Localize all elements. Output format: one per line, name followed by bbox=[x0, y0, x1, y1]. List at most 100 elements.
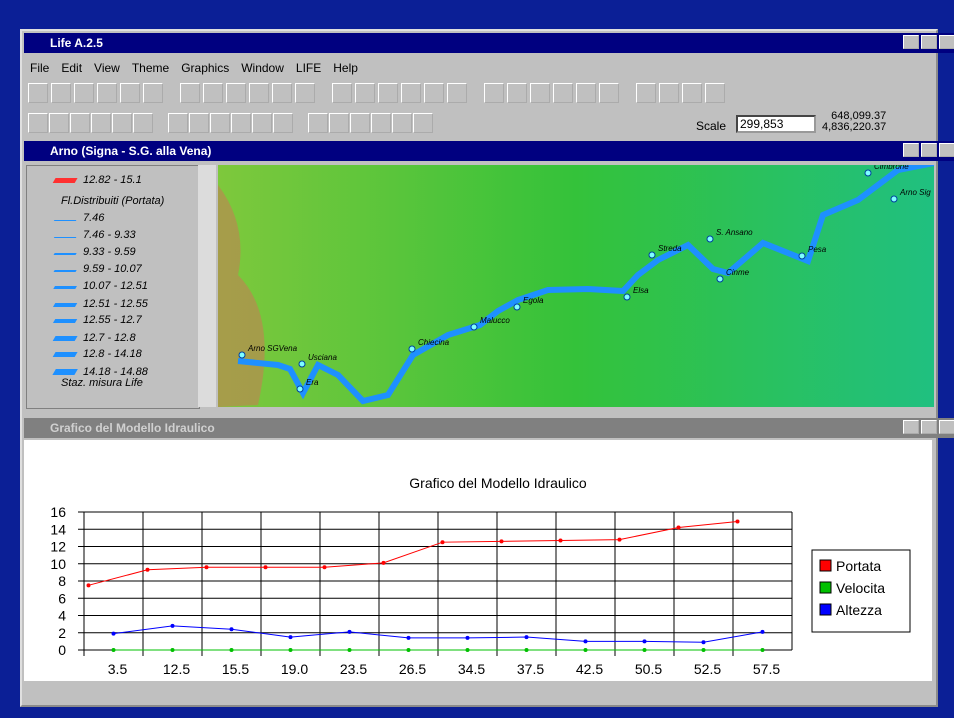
tool-button[interactable] bbox=[252, 113, 272, 133]
legend-text: 9.33 - 9.59 bbox=[83, 246, 136, 258]
tool-button[interactable] bbox=[210, 113, 230, 133]
chart: Grafico del Modello IdraulicoProgressiva… bbox=[24, 440, 932, 680]
legend-swatch bbox=[820, 582, 831, 593]
tool-button[interactable] bbox=[168, 113, 188, 133]
x-tick-label: 15.5 bbox=[222, 661, 249, 677]
legend-item: 12.55 - 12.7 bbox=[57, 309, 142, 326]
tool-button[interactable] bbox=[133, 113, 153, 133]
data-point bbox=[761, 648, 765, 652]
data-point bbox=[382, 561, 386, 565]
map-label: Usciana bbox=[308, 353, 337, 362]
page: { "app_title": "Life A.2.5", "menu": ["F… bbox=[0, 0, 954, 718]
tool-button[interactable] bbox=[49, 113, 69, 133]
data-point bbox=[441, 540, 445, 544]
tool-button[interactable] bbox=[329, 113, 349, 133]
tool-button[interactable] bbox=[74, 83, 94, 103]
app-window: Life A.2.5 FileEditViewThemeGraphicsWind… bbox=[20, 29, 938, 707]
maximize[interactable] bbox=[921, 143, 937, 157]
legend-symbol bbox=[54, 210, 82, 221]
toolbar bbox=[28, 113, 447, 133]
tool-button[interactable] bbox=[308, 113, 328, 133]
data-point bbox=[618, 538, 622, 542]
tool-button[interactable] bbox=[636, 83, 656, 103]
data-point bbox=[500, 539, 504, 543]
legend-symbol bbox=[53, 293, 83, 307]
tool-button[interactable] bbox=[659, 83, 679, 103]
menu-item[interactable]: Help bbox=[333, 61, 358, 75]
tool-button[interactable] bbox=[447, 83, 467, 103]
chart-title: Grafico del Modello Idraulico bbox=[409, 475, 587, 491]
minimize[interactable] bbox=[903, 35, 919, 49]
tool-button[interactable] bbox=[143, 83, 163, 103]
tool-button[interactable] bbox=[705, 83, 725, 103]
tool-button[interactable] bbox=[355, 83, 375, 103]
tool-button[interactable] bbox=[401, 83, 421, 103]
tool-button[interactable] bbox=[226, 83, 246, 103]
maximize[interactable] bbox=[921, 35, 937, 49]
minimize[interactable] bbox=[903, 420, 919, 434]
legend-item: 10.07 - 12.51 bbox=[57, 276, 148, 292]
tool-button[interactable] bbox=[350, 113, 370, 133]
tool-button[interactable] bbox=[91, 113, 111, 133]
close[interactable] bbox=[939, 35, 954, 49]
legend-item: 7.46 - 9.33 bbox=[57, 227, 136, 241]
tool-button[interactable] bbox=[484, 83, 504, 103]
tool-button[interactable] bbox=[51, 83, 71, 103]
tool-button[interactable] bbox=[70, 113, 90, 133]
data-point bbox=[87, 583, 91, 587]
data-point bbox=[348, 648, 352, 652]
menu-item[interactable]: File bbox=[30, 61, 49, 75]
close[interactable] bbox=[939, 143, 954, 157]
scrollbar[interactable] bbox=[198, 165, 216, 407]
tool-button[interactable] bbox=[272, 83, 292, 103]
tool-button[interactable] bbox=[273, 113, 293, 133]
tool-button[interactable] bbox=[231, 113, 251, 133]
map-label: Elsa bbox=[633, 286, 649, 295]
data-point bbox=[112, 648, 116, 652]
map-label: Egola bbox=[523, 296, 544, 305]
tool-button[interactable] bbox=[371, 113, 391, 133]
tool-button[interactable] bbox=[599, 83, 619, 103]
tool-button[interactable] bbox=[507, 83, 527, 103]
map-window-title: Arno (Signa - S.G. alla Vena) bbox=[50, 144, 211, 158]
tool-button[interactable] bbox=[332, 83, 352, 103]
data-point bbox=[348, 630, 352, 634]
x-tick-label: 37.5 bbox=[517, 661, 544, 677]
tool-button[interactable] bbox=[203, 83, 223, 103]
menu-item[interactable]: Window bbox=[241, 61, 284, 75]
tool-button[interactable] bbox=[180, 83, 200, 103]
menu-item[interactable]: Theme bbox=[132, 61, 169, 75]
menu-item[interactable]: Edit bbox=[61, 61, 82, 75]
legend-text: 7.46 - 9.33 bbox=[83, 229, 136, 241]
data-point bbox=[525, 635, 529, 639]
tool-button[interactable] bbox=[189, 113, 209, 133]
menu-item[interactable]: Graphics bbox=[181, 61, 229, 75]
menu-item[interactable]: View bbox=[94, 61, 120, 75]
tool-button[interactable] bbox=[424, 83, 444, 103]
station bbox=[649, 252, 655, 258]
tool-button[interactable] bbox=[295, 83, 315, 103]
legend-group: Fl.Distribuiti (Portata) bbox=[57, 194, 164, 207]
legend-symbol bbox=[53, 276, 83, 289]
close[interactable] bbox=[939, 420, 954, 434]
menu-item[interactable]: LIFE bbox=[296, 61, 321, 75]
minimize[interactable] bbox=[903, 143, 919, 157]
scale-input[interactable]: 299,853 bbox=[736, 115, 816, 133]
tool-button[interactable] bbox=[530, 83, 550, 103]
tool-button[interactable] bbox=[28, 83, 48, 103]
y-tick-label: 16 bbox=[50, 504, 66, 520]
legend-group: Staz. misura Life bbox=[57, 376, 143, 389]
legend-label: Portata bbox=[836, 558, 881, 574]
tool-button[interactable] bbox=[413, 113, 433, 133]
tool-button[interactable] bbox=[112, 113, 132, 133]
tool-button[interactable] bbox=[682, 83, 702, 103]
tool-button[interactable] bbox=[120, 83, 140, 103]
tool-button[interactable] bbox=[576, 83, 596, 103]
tool-button[interactable] bbox=[378, 83, 398, 103]
tool-button[interactable] bbox=[97, 83, 117, 103]
tool-button[interactable] bbox=[392, 113, 412, 133]
maximize[interactable] bbox=[921, 420, 937, 434]
tool-button[interactable] bbox=[28, 113, 48, 133]
tool-button[interactable] bbox=[249, 83, 269, 103]
tool-button[interactable] bbox=[553, 83, 573, 103]
